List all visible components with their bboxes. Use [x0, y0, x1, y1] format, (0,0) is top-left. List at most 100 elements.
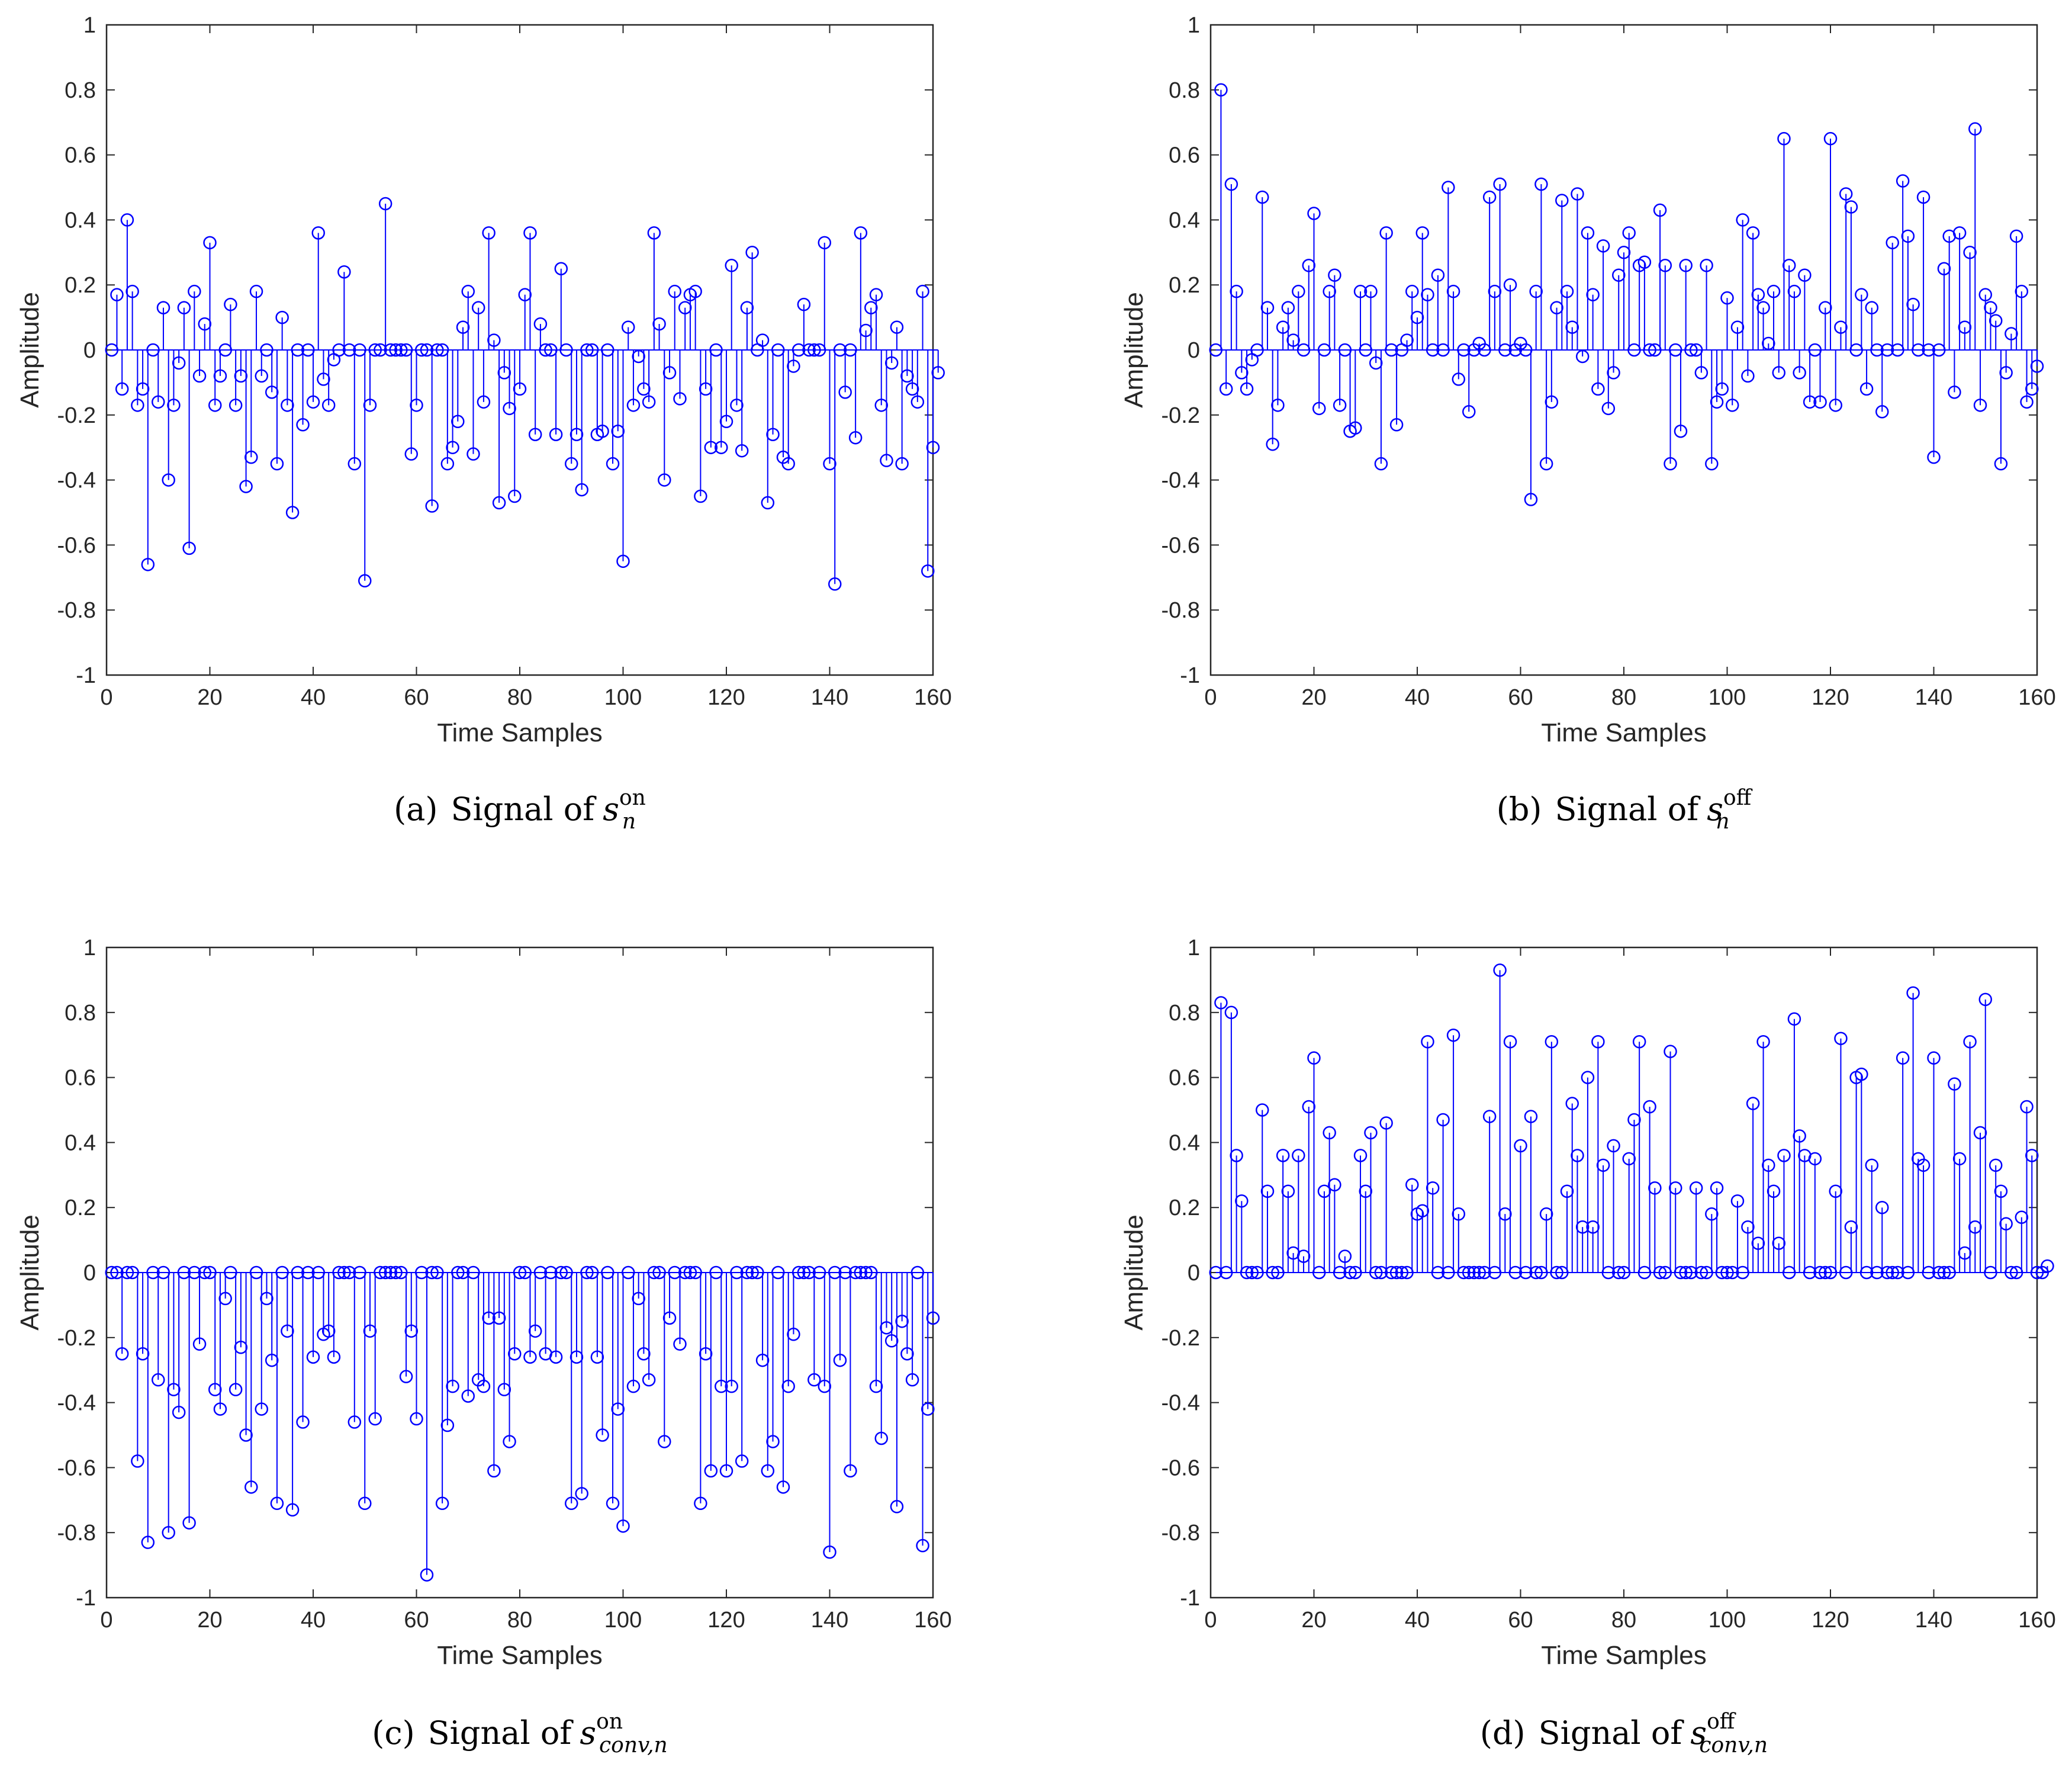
stem-marker	[632, 1291, 645, 1306]
stem-marker	[414, 1265, 429, 1280]
stem-marker	[363, 1324, 377, 1338]
stem-marker	[621, 320, 635, 334]
stem-marker	[167, 399, 181, 412]
stem-marker	[2009, 1265, 2023, 1280]
stem-marker	[1612, 1265, 1626, 1280]
stem-marker	[332, 343, 346, 357]
y-tick-label: 0	[1188, 338, 1200, 363]
stem-marker	[1426, 343, 1440, 357]
stem-marker	[1596, 1158, 1610, 1172]
stem-marker	[1374, 1265, 1388, 1280]
y-tick-label: -0.6	[57, 1456, 96, 1480]
stem-marker	[1751, 288, 1765, 301]
stem-marker	[2005, 1265, 2018, 1280]
y-tick-label: -0.6	[1162, 1456, 1200, 1480]
stem-marker	[787, 359, 800, 373]
stem-marker	[626, 399, 641, 412]
stem-marker	[1927, 1051, 1941, 1065]
caption-superscript: on	[619, 786, 646, 810]
stem-marker	[1296, 1249, 1311, 1263]
stem-marker	[1762, 1158, 1775, 1172]
y-tick-label: 0.4	[65, 208, 96, 233]
stem-marker	[1539, 457, 1553, 471]
stem-marker	[162, 1525, 175, 1540]
stem-marker	[1978, 288, 1992, 301]
stem-marker	[1607, 366, 1620, 380]
stem-marker	[678, 1265, 692, 1280]
stem-marker	[1389, 418, 1404, 432]
y-tick-label: -0.4	[57, 468, 96, 493]
caption-symbol: s	[1690, 1714, 1707, 1752]
stem-marker	[2015, 284, 2029, 298]
stem-marker	[1312, 401, 1326, 416]
stem-marker	[1482, 1110, 1497, 1123]
stem-marker	[249, 1265, 263, 1280]
stem-marker	[864, 301, 878, 314]
stem-marker	[1855, 288, 1868, 301]
y-tick-label: -1	[76, 663, 96, 688]
stem-marker	[110, 1265, 124, 1280]
stem-marker	[1891, 343, 1904, 357]
x-axis-title: Time Samples	[1541, 718, 1707, 747]
x-tick-label: 140	[811, 685, 848, 710]
y-tick-label: 0.2	[65, 1196, 96, 1220]
stem-marker	[709, 1265, 723, 1280]
stem-marker	[1431, 1265, 1445, 1280]
y-tick-label: -0.8	[57, 598, 96, 623]
stem-marker	[1364, 1126, 1378, 1140]
stem-marker	[1266, 437, 1279, 451]
x-tick-label: 40	[1405, 1608, 1430, 1633]
y-axis-title: Amplitude	[15, 1215, 44, 1331]
y-tick-label: 1	[83, 936, 96, 960]
stem-marker	[1349, 1265, 1362, 1280]
stem-marker	[281, 399, 294, 412]
stem-marker	[141, 558, 155, 571]
stem-marker	[1653, 203, 1667, 217]
stem-marker	[399, 343, 413, 357]
stem-marker	[229, 1383, 243, 1396]
stem-marker	[1772, 366, 1785, 380]
stem-marker	[787, 1328, 800, 1341]
stem-marker	[1958, 1246, 1972, 1260]
stem-marker	[797, 297, 811, 311]
stem-marker	[270, 457, 284, 471]
stem-marker	[533, 317, 548, 331]
stem-marker	[673, 392, 687, 406]
stem-marker	[1710, 395, 1724, 409]
stem-marker	[854, 226, 868, 240]
stem-marker	[880, 1321, 893, 1335]
stem-marker	[838, 1265, 852, 1280]
stem-marker	[565, 1496, 578, 1511]
stem-marker	[725, 259, 738, 272]
stem-marker	[1829, 399, 1842, 412]
subfigure-caption: (c) Signal of son conv,n	[372, 1710, 667, 1758]
stem-marker	[709, 343, 723, 357]
stem-marker	[466, 1265, 480, 1280]
stem-marker	[926, 441, 940, 454]
stem-marker	[327, 1350, 341, 1364]
y-tick-label: 1	[83, 13, 96, 38]
stem-marker	[1338, 343, 1352, 357]
stem-marker	[1658, 1265, 1672, 1280]
stem-marker	[812, 1265, 826, 1280]
stem-marker	[874, 1431, 888, 1445]
stem-marker	[374, 343, 387, 357]
stem-marker	[755, 333, 770, 347]
stem-marker	[224, 1265, 237, 1280]
x-tick-label: 60	[404, 685, 429, 710]
stem-marker	[1400, 1265, 1414, 1280]
stem-marker	[1648, 343, 1662, 357]
stem-marker	[291, 343, 305, 357]
stem-marker	[528, 428, 542, 441]
caption-label: (a)	[394, 791, 437, 828]
y-tick-label: 0.4	[65, 1130, 96, 1155]
stem-marker	[776, 1480, 790, 1494]
stem-marker	[1658, 259, 1672, 272]
stem-marker	[523, 226, 537, 240]
stem-marker	[1813, 395, 1827, 409]
stem-marker	[1333, 1265, 1347, 1280]
x-tick-label: 80	[1611, 1608, 1636, 1633]
y-tick-label: -0.2	[57, 1326, 96, 1351]
stem-marker	[1813, 1265, 1827, 1280]
stem-marker	[931, 366, 945, 380]
